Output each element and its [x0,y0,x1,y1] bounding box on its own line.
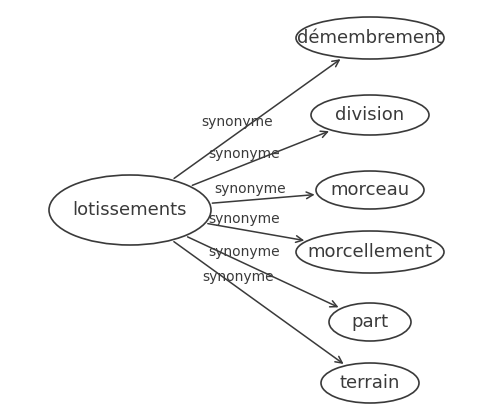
Ellipse shape [311,95,429,135]
Text: synonyme: synonyme [215,182,287,196]
Text: lotissements: lotissements [73,201,187,219]
Text: synonyme: synonyme [202,270,273,284]
Ellipse shape [316,171,424,209]
Text: synonyme: synonyme [201,116,272,129]
Text: morceau: morceau [331,181,409,199]
Ellipse shape [321,363,419,403]
Text: terrain: terrain [340,374,400,392]
Ellipse shape [296,231,444,273]
Ellipse shape [49,175,211,245]
Ellipse shape [329,303,411,341]
Text: division: division [335,106,405,124]
Text: démembrement: démembrement [297,29,443,47]
Ellipse shape [296,17,444,59]
Text: part: part [351,313,389,331]
Text: synonyme: synonyme [208,212,280,226]
Text: synonyme: synonyme [208,147,279,161]
Text: synonyme: synonyme [209,246,280,259]
Text: morcellement: morcellement [307,243,433,261]
